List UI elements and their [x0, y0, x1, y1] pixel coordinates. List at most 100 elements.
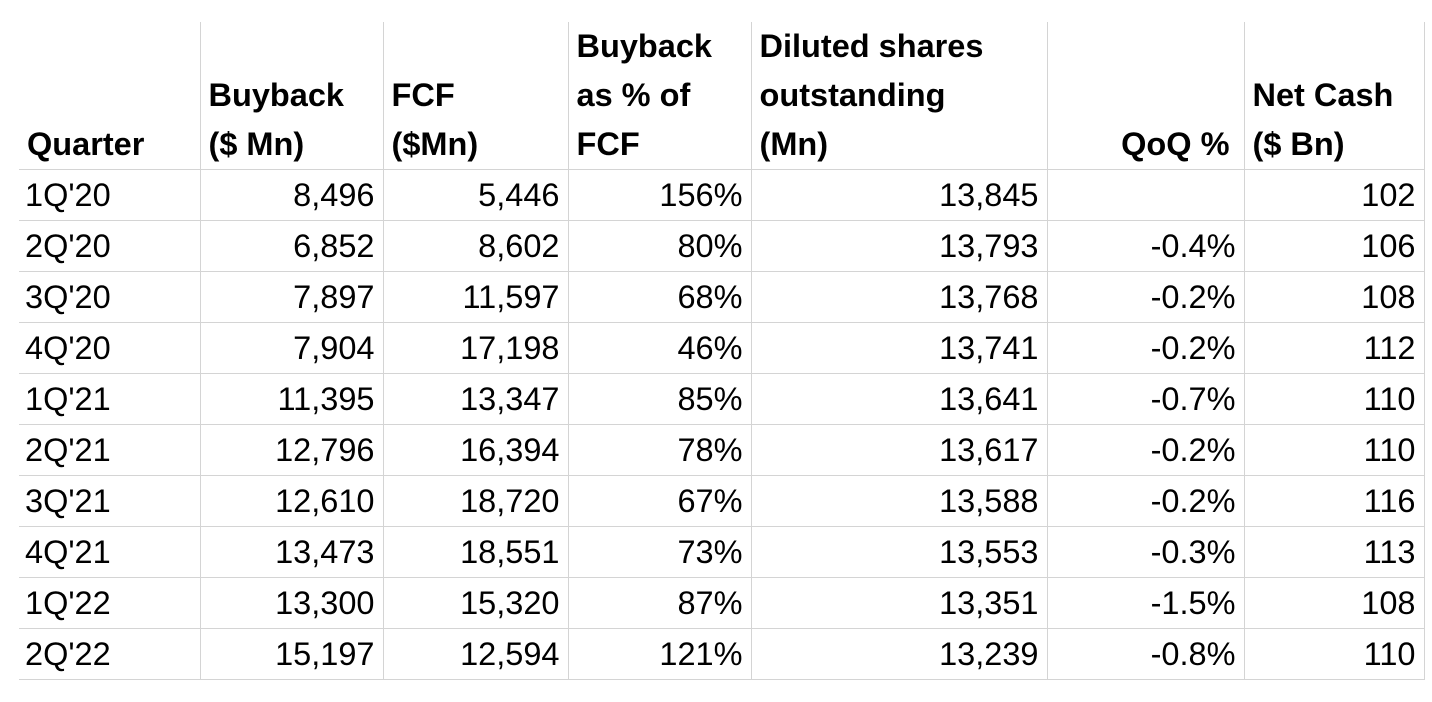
- header-text: ($ Mn): [208, 126, 305, 162]
- cell-diluted-shares: 13,239: [750, 628, 1048, 680]
- cell-net-cash: 102: [1243, 169, 1425, 221]
- cell-diluted-shares: 13,553: [750, 526, 1048, 578]
- cell-quarter: 1Q'21: [19, 373, 201, 425]
- table-row: 2Q'22 15,197 12,594 121% 13,239 -0.8% 11…: [19, 628, 1425, 680]
- cell-buyback-pct: 78%: [567, 424, 752, 476]
- cell-quarter: 4Q'21: [19, 526, 201, 578]
- cell-quarter: 3Q'21: [19, 475, 201, 527]
- cell-fcf: 12,594: [382, 628, 569, 680]
- cell-diluted-shares: 13,741: [750, 322, 1048, 374]
- cell-diluted-shares: 13,768: [750, 271, 1048, 323]
- cell-fcf: 18,551: [382, 526, 569, 578]
- cell-buyback-pct: 156%: [567, 169, 752, 221]
- header-text: as % of: [576, 77, 691, 113]
- cell-diluted-shares: 13,588: [750, 475, 1048, 527]
- cell-diluted-shares: 13,351: [750, 577, 1048, 629]
- cell-buyback-pct: 68%: [567, 271, 752, 323]
- cell-buyback: 12,796: [199, 424, 384, 476]
- header-text: ($ Bn): [1252, 126, 1345, 162]
- cell-diluted-shares: 13,641: [750, 373, 1048, 425]
- table-row: 1Q'20 8,496 5,446 156% 13,845 102: [19, 169, 1425, 221]
- header-diluted-shares: Diluted shares outstanding (Mn): [750, 22, 1048, 170]
- header-net-cash: Net Cash ($ Bn): [1243, 22, 1425, 170]
- spreadsheet-table-container: Quarter Buyback ($ Mn) FCF ($Mn) Buyback…: [19, 22, 1425, 680]
- header-fcf: FCF ($Mn): [382, 22, 569, 170]
- header-text: Quarter: [27, 126, 145, 162]
- header-quarter: Quarter: [19, 22, 201, 170]
- cell-buyback-pct: 85%: [567, 373, 752, 425]
- cell-buyback-pct: 46%: [567, 322, 752, 374]
- cell-qoq: -0.2%: [1046, 424, 1245, 476]
- cell-diluted-shares: 13,793: [750, 220, 1048, 272]
- header-qoq: QoQ %: [1046, 22, 1245, 170]
- cell-net-cash: 108: [1243, 271, 1425, 323]
- header-buyback: Buyback ($ Mn): [199, 22, 384, 170]
- cell-net-cash: 106: [1243, 220, 1425, 272]
- cell-diluted-shares: 13,845: [750, 169, 1048, 221]
- cell-quarter: 2Q'21: [19, 424, 201, 476]
- cell-buyback: 13,473: [199, 526, 384, 578]
- cell-qoq: -1.5%: [1046, 577, 1245, 629]
- cell-net-cash: 110: [1243, 424, 1425, 476]
- cell-fcf: 11,597: [382, 271, 569, 323]
- cell-fcf: 17,198: [382, 322, 569, 374]
- header-text: FCF: [576, 126, 640, 162]
- cell-buyback: 15,197: [199, 628, 384, 680]
- cell-quarter: 4Q'20: [19, 322, 201, 374]
- cell-net-cash: 112: [1243, 322, 1425, 374]
- cell-buyback-pct: 121%: [567, 628, 752, 680]
- header-text: (Mn): [759, 126, 829, 162]
- cell-fcf: 18,720: [382, 475, 569, 527]
- table-row: 3Q'20 7,897 11,597 68% 13,768 -0.2% 108: [19, 271, 1425, 323]
- header-text: ($Mn): [391, 126, 479, 162]
- table-row: 1Q'22 13,300 15,320 87% 13,351 -1.5% 108: [19, 577, 1425, 629]
- cell-fcf: 8,602: [382, 220, 569, 272]
- cell-fcf: 16,394: [382, 424, 569, 476]
- cell-qoq: -0.7%: [1046, 373, 1245, 425]
- cell-diluted-shares: 13,617: [750, 424, 1048, 476]
- header-text: outstanding: [759, 77, 946, 113]
- cell-qoq: -0.2%: [1046, 322, 1245, 374]
- cell-fcf: 13,347: [382, 373, 569, 425]
- cell-quarter: 3Q'20: [19, 271, 201, 323]
- cell-net-cash: 116: [1243, 475, 1425, 527]
- table-row: 2Q'20 6,852 8,602 80% 13,793 -0.4% 106: [19, 220, 1425, 272]
- cell-buyback-pct: 67%: [567, 475, 752, 527]
- cell-buyback-pct: 73%: [567, 526, 752, 578]
- cell-qoq: -0.2%: [1046, 271, 1245, 323]
- header-text: Diluted shares: [759, 28, 984, 64]
- cell-quarter: 2Q'22: [19, 628, 201, 680]
- table-row: 2Q'21 12,796 16,394 78% 13,617 -0.2% 110: [19, 424, 1425, 476]
- cell-buyback: 13,300: [199, 577, 384, 629]
- cell-net-cash: 113: [1243, 526, 1425, 578]
- cell-quarter: 1Q'20: [19, 169, 201, 221]
- header-text: Buyback: [208, 77, 344, 113]
- cell-qoq: -0.2%: [1046, 475, 1245, 527]
- cell-buyback: 11,395: [199, 373, 384, 425]
- cell-qoq: [1046, 169, 1245, 221]
- cell-net-cash: 108: [1243, 577, 1425, 629]
- cell-buyback: 7,897: [199, 271, 384, 323]
- cell-buyback-pct: 80%: [567, 220, 752, 272]
- cell-quarter: 2Q'20: [19, 220, 201, 272]
- cell-fcf: 5,446: [382, 169, 569, 221]
- table-row: 3Q'21 12,610 18,720 67% 13,588 -0.2% 116: [19, 475, 1425, 527]
- header-row: Quarter Buyback ($ Mn) FCF ($Mn) Buyback…: [19, 22, 1425, 170]
- cell-fcf: 15,320: [382, 577, 569, 629]
- table-row: 1Q'21 11,395 13,347 85% 13,641 -0.7% 110: [19, 373, 1425, 425]
- cell-buyback: 8,496: [199, 169, 384, 221]
- cell-qoq: -0.8%: [1046, 628, 1245, 680]
- cell-quarter: 1Q'22: [19, 577, 201, 629]
- cell-net-cash: 110: [1243, 628, 1425, 680]
- cell-qoq: -0.4%: [1046, 220, 1245, 272]
- table-row: 4Q'21 13,473 18,551 73% 13,553 -0.3% 113: [19, 526, 1425, 578]
- cell-buyback: 7,904: [199, 322, 384, 374]
- cell-qoq: -0.3%: [1046, 526, 1245, 578]
- table-row: 4Q'20 7,904 17,198 46% 13,741 -0.2% 112: [19, 322, 1425, 374]
- buyback-table: Quarter Buyback ($ Mn) FCF ($Mn) Buyback…: [19, 22, 1425, 680]
- header-text: Buyback: [576, 28, 712, 64]
- cell-buyback-pct: 87%: [567, 577, 752, 629]
- header-text: QoQ %: [1121, 126, 1230, 162]
- cell-buyback: 12,610: [199, 475, 384, 527]
- header-text: FCF: [391, 77, 455, 113]
